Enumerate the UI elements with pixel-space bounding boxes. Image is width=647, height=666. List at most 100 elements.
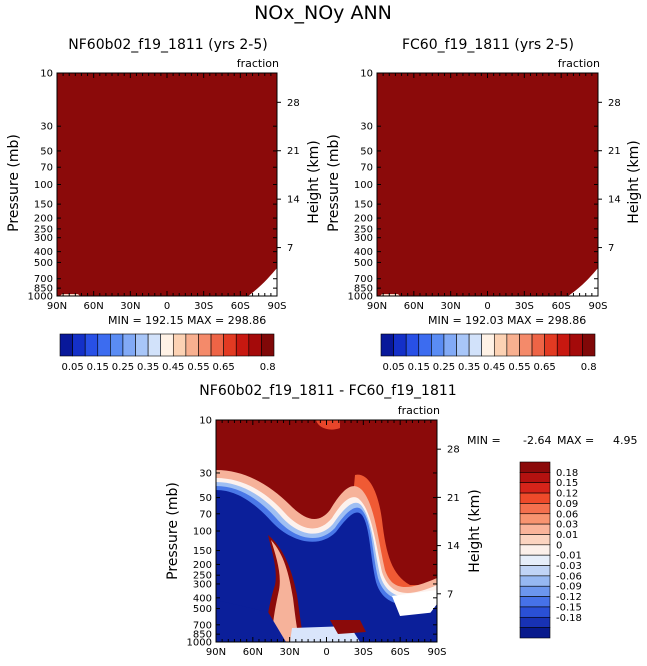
colorbar-diff-label: 0.09 — [556, 499, 578, 510]
y-tick-label: 500 — [354, 258, 373, 269]
panel-2-field — [377, 73, 598, 296]
colorbar-swatch — [582, 333, 596, 357]
colorbar-diff-label: -0.12 — [556, 592, 582, 603]
panel-diff-ylabel: Pressure (mb) — [165, 482, 181, 580]
colorbar-diff-swatch — [519, 585, 551, 597]
y-tick-label: 200 — [193, 560, 212, 571]
panel-diff-field — [216, 420, 437, 642]
y-tick-label: 300 — [193, 579, 212, 590]
x-tick-label: 60N — [243, 647, 263, 658]
y-tick-label: 50 — [199, 493, 212, 504]
colorbar-swatch — [519, 333, 533, 357]
colorbar-swatch — [380, 333, 394, 357]
panel-2-ylabel: Pressure (mb) — [326, 134, 342, 232]
panel-diff-y2label: Height (km) — [467, 489, 483, 572]
x-tick-label: 60N — [84, 301, 104, 312]
x-tick-label: 30N — [280, 647, 300, 658]
x-tick-label: 60S — [391, 647, 410, 658]
y-tick-label: 250 — [193, 571, 212, 582]
colorbar-swatch — [135, 333, 149, 357]
colorbar-label: 0.15 — [408, 362, 430, 373]
colorbar-label: 0.15 — [87, 362, 109, 373]
colorbar-label: 0.8 — [260, 362, 276, 373]
panel-2-title: FC60_f19_1811 (yrs 2-5) — [402, 37, 574, 53]
colorbar-swatch — [443, 333, 457, 357]
y-tick-label: 100 — [354, 180, 373, 191]
panel-1: NF60b02_f19_1811 (yrs 2-5) fraction 10 30… — [6, 37, 322, 327]
colorbar-diff-label: -0.03 — [556, 561, 582, 572]
y2-tick-label: 21 — [608, 146, 621, 157]
colorbar-swatch — [223, 333, 237, 357]
colorbar-label: 0.65 — [213, 362, 235, 373]
colorbar-swatch — [481, 333, 495, 357]
colorbar-diff-swatch — [519, 627, 551, 639]
colorbar-label: 0.25 — [112, 362, 134, 373]
x-tick-label: 30N — [441, 301, 461, 312]
y-tick-label: 200 — [34, 214, 53, 225]
y-tick-label: 300 — [34, 233, 53, 244]
colorbar-diff-label: 0.12 — [556, 489, 578, 500]
y2-tick-label: 14 — [287, 195, 300, 206]
panel-diff-max-value: 4.95 — [613, 434, 638, 447]
colorbar-swatch — [147, 333, 162, 357]
x-tick-label: 30S — [354, 647, 373, 658]
colorbar-label: 0.45 — [162, 362, 184, 373]
y-tick-label: 30 — [40, 122, 53, 133]
panel-diff-units: fraction — [398, 404, 440, 417]
colorbar-diff-swatch — [519, 544, 551, 556]
colorbar-label: 0.05 — [382, 362, 404, 373]
y-tick-label: 500 — [34, 258, 53, 269]
x-tick-label: 90N — [367, 301, 387, 312]
x-tick-label: 30S — [515, 301, 534, 312]
diff-surface-red — [330, 620, 366, 634]
y2-tick-label: 21 — [287, 146, 300, 157]
x-tick-label: 0 — [484, 301, 490, 312]
colorbar-swatch — [405, 333, 420, 357]
y-tick-label: 850 — [193, 630, 212, 641]
panel-2-max: MAX = 298.86 — [507, 314, 586, 327]
colorbar-diff-label: 0.01 — [556, 530, 578, 541]
colorbar-diff-label: -0.18 — [556, 613, 582, 624]
colorbar-diff-label: 0.15 — [556, 478, 578, 489]
colorbar-diff-swatch — [519, 565, 551, 577]
panel-1-min: MIN = 192.15 — [108, 314, 184, 327]
y2-tick-label: 21 — [447, 493, 460, 504]
y2-tick-label: 28 — [287, 98, 300, 109]
diff-surface-blue-south — [410, 604, 437, 642]
panel-diff-min-label: MIN = — [467, 434, 501, 447]
colorbar-swatch — [122, 333, 136, 357]
colorbar-diff-swatch — [519, 606, 551, 618]
y-tick-label: 10 — [360, 69, 373, 80]
colorbar-diff-swatch — [519, 554, 551, 566]
figure-title: NOx_NOy ANN — [254, 2, 392, 24]
panel-diff-max-label: MAX = — [557, 434, 594, 447]
y-tick-label: 300 — [354, 233, 373, 244]
y-tick-label: 700 — [354, 274, 373, 285]
panel-2-units: fraction — [558, 57, 600, 70]
y-tick-label: 400 — [193, 593, 212, 604]
colorbar-diff-label: 0.03 — [556, 520, 578, 531]
colorbar-swatch — [97, 333, 111, 357]
y2-tick-label: 7 — [608, 243, 614, 254]
colorbar-1: 0.05 0.15 0.25 0.35 0.45 0.55 0.65 0.8 — [59, 333, 276, 373]
colorbar-swatch — [110, 333, 124, 357]
y-tick-label: 850 — [34, 284, 53, 295]
x-tick-label: 30N — [120, 301, 140, 312]
y-tick-label: 70 — [360, 163, 373, 174]
colorbar-label: 0.55 — [187, 362, 209, 373]
y-tick-label: 700 — [34, 274, 53, 285]
diff-top-patch — [316, 420, 340, 430]
colorbar-swatch — [418, 333, 432, 357]
y2-tick-label: 7 — [447, 589, 453, 600]
y-tick-label: 250 — [354, 224, 373, 235]
panel-1-title: NF60b02_f19_1811 (yrs 2-5) — [68, 37, 267, 53]
x-tick-label: 60S — [231, 301, 250, 312]
colorbar-label: 0.65 — [534, 362, 556, 373]
colorbar-diff-label: 0 — [556, 540, 562, 551]
diff-surface-white — [392, 590, 437, 616]
y2-tick-label: 28 — [447, 445, 460, 456]
y-tick-label: 100 — [34, 180, 53, 191]
diff-surface-blue-north — [216, 600, 286, 642]
colorbar-label: 0.55 — [508, 362, 530, 373]
colorbar-diff-label: 0.18 — [556, 468, 578, 479]
